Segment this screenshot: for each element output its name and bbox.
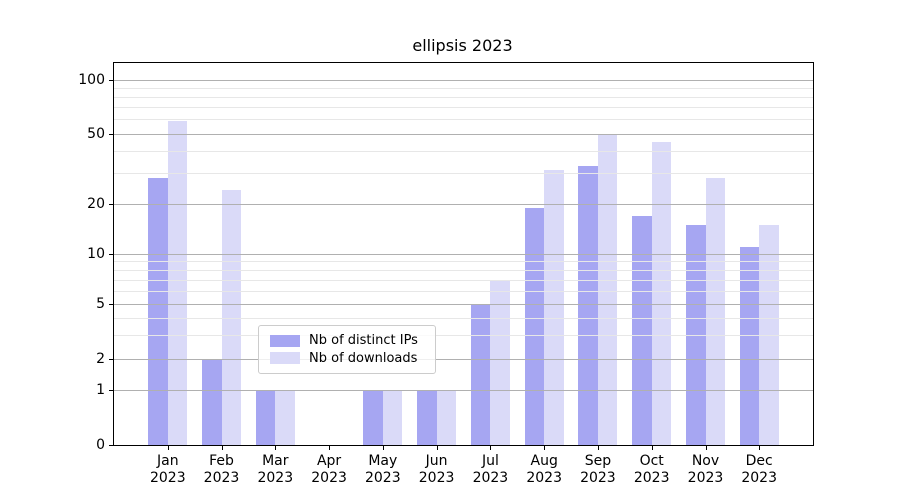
minor-gridline <box>114 96 813 98</box>
chart-title: ellipsis 2023 <box>412 36 513 55</box>
bar-distinct-ips <box>632 215 652 445</box>
bar-downloads <box>759 224 779 445</box>
bar-distinct-ips <box>363 389 383 445</box>
bar-downloads <box>382 389 403 445</box>
y-tick-label: 10 <box>87 245 105 262</box>
x-tick-label: May 2023 <box>364 453 401 486</box>
major-gridline <box>114 133 813 135</box>
minor-gridline <box>114 150 813 152</box>
x-tick-label: Sep 2023 <box>580 453 616 486</box>
x-tick-mark <box>759 446 761 450</box>
x-tick-mark <box>329 446 331 450</box>
x-tick-label: Dec 2023 <box>741 453 777 486</box>
y-tick-label: 2 <box>96 351 105 368</box>
legend-item: Nb of distinct IPs <box>270 332 427 350</box>
legend-swatch-ips <box>270 334 300 347</box>
bar-downloads <box>167 120 188 445</box>
bar-downloads <box>544 170 564 445</box>
bar-downloads <box>651 141 672 445</box>
bar-distinct-ips <box>686 224 706 445</box>
major-gridline <box>114 79 813 81</box>
bar-downloads <box>436 389 457 445</box>
x-tick-mark <box>436 446 438 450</box>
y-tick-mark <box>109 133 113 135</box>
bar-distinct-ips <box>578 165 598 445</box>
y-tick-label: 0 <box>96 437 105 453</box>
y-tick-label: 1 <box>96 381 105 398</box>
y-tick-mark <box>109 445 113 446</box>
x-tick-label: Feb 2023 <box>203 453 240 486</box>
bar-distinct-ips <box>148 178 168 445</box>
x-tick-label: Jul 2023 <box>472 453 509 486</box>
y-tick-mark <box>109 253 113 255</box>
bar-distinct-ips <box>524 208 545 445</box>
x-tick-mark <box>221 446 223 450</box>
y-tick-label: 50 <box>87 125 105 142</box>
legend-label: Nb of downloads <box>309 350 418 366</box>
legend: Nb of distinct IPs Nb of downloads <box>258 325 436 374</box>
x-tick-mark <box>705 446 707 450</box>
plot-area: 0 1 2 5 10 20 50 100 Jan 2023 Feb 2023 Mar 2023 Apr… <box>78 62 814 486</box>
bar-downloads <box>221 190 241 445</box>
x-tick-mark <box>544 446 546 450</box>
x-tick-label: Jun 2023 <box>418 453 455 486</box>
legend-item: Nb of downloads <box>270 350 427 368</box>
minor-gridline <box>114 87 813 89</box>
legend-label: Nb of distinct IPs <box>309 333 418 349</box>
bar-downloads <box>705 178 725 445</box>
y-tick-mark <box>109 304 113 306</box>
x-tick-mark <box>167 446 169 450</box>
x-tick-label: Mar 2023 <box>257 453 294 486</box>
bar-downloads <box>275 389 295 445</box>
legend-swatch-downloads <box>270 352 300 365</box>
y-tick-mark <box>109 389 113 391</box>
x-tick-mark <box>597 446 599 450</box>
x-tick-label: Oct 2023 <box>633 453 670 486</box>
minor-gridline <box>114 119 813 121</box>
bar-distinct-ips <box>739 246 760 445</box>
y-tick-mark <box>109 204 113 206</box>
x-tick-mark <box>651 446 653 450</box>
x-tick-label: Nov 2023 <box>687 453 724 486</box>
y-tick-label: 5 <box>96 296 105 313</box>
bar-downloads <box>597 133 618 445</box>
x-tick-label: Apr 2023 <box>311 453 347 486</box>
minor-gridline <box>114 107 813 109</box>
y-tick-mark <box>109 359 113 361</box>
x-tick-mark <box>490 446 492 450</box>
y-tick-label: 20 <box>87 196 105 213</box>
y-tick-mark <box>109 79 113 81</box>
bar-distinct-ips <box>202 359 222 445</box>
x-tick-label: Aug 2023 <box>526 453 562 486</box>
bar-downloads <box>490 279 510 445</box>
bar-distinct-ips <box>470 304 491 445</box>
minor-gridline <box>114 173 813 174</box>
x-tick-mark <box>275 446 277 450</box>
bar-distinct-ips <box>417 389 437 445</box>
y-tick-label: 100 <box>78 71 105 88</box>
x-tick-mark <box>382 446 384 450</box>
x-tick-label: Jan 2023 <box>149 453 186 486</box>
bar-distinct-ips <box>255 389 276 445</box>
